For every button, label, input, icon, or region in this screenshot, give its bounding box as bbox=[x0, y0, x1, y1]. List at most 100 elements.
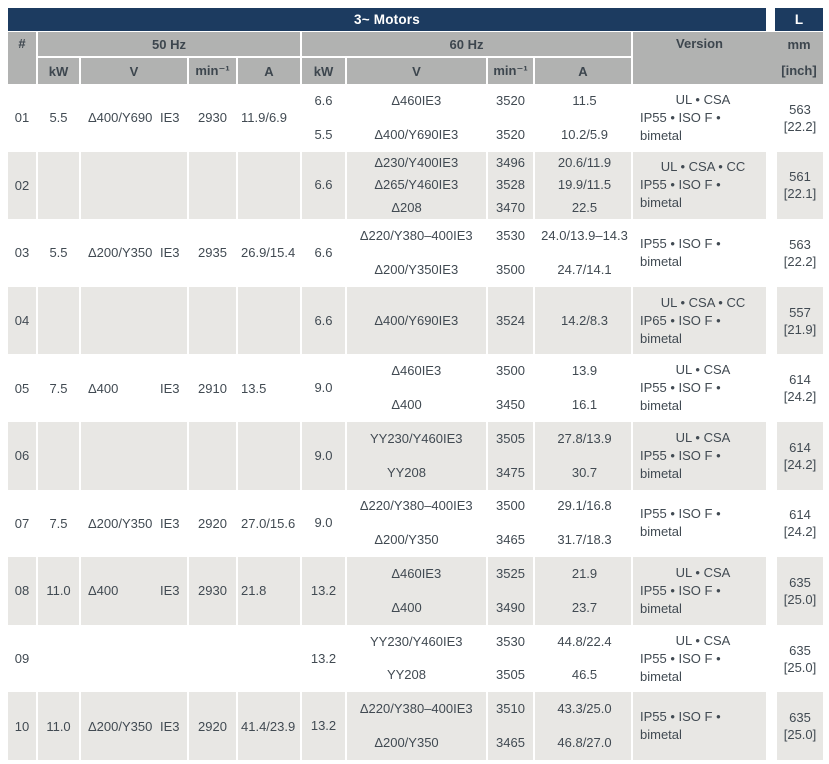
row-gap bbox=[766, 557, 775, 625]
voltage-value-60hz: Δ208 bbox=[391, 199, 422, 215]
row-number: 05 bbox=[8, 354, 36, 422]
version-cell: UL • CSA IP55 • ISO F • bimetal bbox=[631, 624, 766, 693]
voltage-60hz: Δ220/Y380–400 IE3 Δ200/Y350 IE3 bbox=[345, 219, 486, 287]
version-line: IP55 • ISO F • bimetal bbox=[640, 109, 721, 143]
amps-60hz: 21.9 23.7 bbox=[533, 557, 631, 625]
unit-mm-label: mm bbox=[787, 37, 811, 52]
version-line: IP55 • ISO F • bimetal bbox=[640, 235, 721, 269]
row-gap bbox=[766, 84, 775, 152]
version-line: UL • CSA bbox=[675, 429, 731, 445]
col-header-rpm-60hz: min⁻¹ bbox=[486, 58, 533, 84]
amps-value-60hz: 13.9 bbox=[571, 363, 598, 379]
voltage-value-60hz: Δ200/Y350 bbox=[374, 532, 439, 548]
title-gap bbox=[766, 8, 775, 31]
kw-60hz: 13.2 bbox=[300, 557, 345, 625]
length-mm: 557 bbox=[789, 304, 811, 320]
length-inch: [22.2] bbox=[783, 118, 817, 134]
voltage-60hz: Δ460 IE3 Δ400/Y690 IE3 bbox=[345, 84, 486, 152]
rpm-value-60hz: 3465 bbox=[496, 735, 525, 751]
kw-50hz: 11.0 bbox=[36, 557, 79, 625]
ie-class-60hz: IE3 bbox=[438, 312, 459, 328]
voltage-line-60hz: Δ220/Y380–400 IE3 bbox=[360, 228, 480, 244]
row-number: 09 bbox=[8, 624, 36, 693]
rpm-value-60hz: 3505 bbox=[496, 667, 525, 683]
voltage-value-60hz: Δ220/Y380–400 bbox=[359, 228, 454, 244]
length-mm: 563 bbox=[789, 236, 811, 252]
length-inch: [24.2] bbox=[783, 524, 817, 540]
rpm-value-60hz: 3510 bbox=[496, 701, 525, 717]
table-row: 10 11.0 Δ200/Y350 IE3 2920 41.4/23.9 13.2 Δ220/… bbox=[8, 692, 823, 760]
voltage-value-60hz: Δ265/Y460 bbox=[374, 177, 439, 193]
row-number: 01 bbox=[8, 84, 36, 152]
voltage-50hz bbox=[79, 286, 187, 355]
amps-50hz: 27.0/15.6 bbox=[236, 489, 300, 558]
row-number: 06 bbox=[8, 421, 36, 490]
voltage-value-50hz: Δ400 bbox=[88, 380, 119, 396]
amps-50hz: 41.4/23.9 bbox=[236, 692, 300, 760]
rpm-50hz: 2920 bbox=[187, 489, 236, 558]
subheader-gap bbox=[766, 32, 775, 84]
amps-50hz bbox=[236, 151, 300, 220]
kw-value-60hz: 6.6 bbox=[314, 92, 333, 108]
version-cell: IP55 • ISO F • bimetal bbox=[631, 219, 766, 287]
voltage-50hz: Δ400 IE3 bbox=[79, 557, 187, 625]
rpm-50hz bbox=[187, 421, 236, 490]
length-inch: [22.1] bbox=[783, 186, 817, 202]
table-row: 05 7.5 Δ400 IE3 2910 13.5 9.0 Δ460 IE3 Δ400 3500 34… bbox=[8, 354, 823, 422]
rpm-50hz: 2920 bbox=[187, 692, 236, 760]
rpm-value-60hz: 3530 bbox=[496, 228, 525, 244]
table-column-headers: # 50 Hz 60 Hz Version mm [inch] kW V min… bbox=[8, 32, 823, 84]
version-cell: UL • CSA IP55 • ISO F • bimetal bbox=[631, 354, 766, 422]
rpm-value-60hz: 3470 bbox=[496, 199, 525, 215]
row-gap bbox=[766, 286, 775, 355]
length-cell: 557 [21.9] bbox=[775, 286, 823, 355]
ie-class-60hz: IE3 bbox=[438, 126, 459, 142]
voltage-value-50hz: Δ400/Y690 bbox=[88, 110, 153, 126]
ie-class-60hz: IE3 bbox=[453, 228, 473, 244]
voltage-value-60hz: Δ230/Y400 bbox=[374, 154, 439, 170]
length-inch: [22.2] bbox=[783, 253, 817, 269]
ie-class-60hz: IE3 bbox=[421, 566, 442, 582]
version-line: IP55 • ISO F • bimetal bbox=[640, 447, 721, 481]
voltage-line-60hz: Δ220/Y380–400 IE3 bbox=[360, 701, 480, 717]
rpm-60hz: 3520 3520 bbox=[486, 84, 533, 152]
rpm-60hz: 3505 3475 bbox=[486, 421, 533, 490]
voltage-line-60hz: YY230/Y460 IE3 bbox=[370, 431, 470, 447]
row-gap bbox=[766, 354, 775, 422]
ie-class-50hz: IE3 bbox=[160, 110, 180, 126]
ie-class-60hz: IE3 bbox=[438, 261, 459, 277]
voltage-value-60hz: Δ220/Y380–400 bbox=[359, 498, 454, 514]
ie-class-60hz: IE3 bbox=[443, 633, 463, 649]
kw-value-60hz: 13.2 bbox=[310, 650, 337, 666]
voltage-50hz: Δ200/Y350 IE3 bbox=[79, 692, 187, 760]
length-cell: 614 [24.2] bbox=[775, 489, 823, 558]
ie-class-50hz: IE3 bbox=[160, 515, 180, 531]
kw-value-60hz: 9.0 bbox=[314, 447, 333, 463]
kw-60hz: 9.0 bbox=[300, 489, 345, 558]
voltage-line-60hz: Δ220/Y380–400 IE3 bbox=[360, 498, 480, 514]
version-cell: IP55 • ISO F • bimetal bbox=[631, 692, 766, 760]
amps-value-60hz: 31.7/18.3 bbox=[557, 532, 612, 548]
rpm-value-60hz: 3500 bbox=[496, 363, 525, 379]
version-cell: UL • CSA IP55 • ISO F • bimetal bbox=[631, 421, 766, 490]
rpm-60hz: 3525 3490 bbox=[486, 557, 533, 625]
voltage-value-60hz: Δ200/Y350 bbox=[374, 261, 439, 277]
amps-value-60hz: 46.5 bbox=[571, 667, 598, 683]
version-cell: IP55 • ISO F • bimetal bbox=[631, 489, 766, 558]
kw-value-60hz: 9.0 bbox=[314, 380, 333, 396]
voltage-line-60hz: Δ400/Y690 IE3 bbox=[374, 313, 465, 329]
length-cell: 635 [25.0] bbox=[775, 692, 823, 760]
col-group-50hz: 50 Hz bbox=[36, 32, 300, 58]
ie-class-50hz: IE3 bbox=[160, 718, 180, 734]
length-inch: [25.0] bbox=[783, 659, 817, 675]
voltage-line-60hz: Δ460 IE3 bbox=[391, 93, 448, 109]
rpm-value-60hz: 3528 bbox=[496, 177, 525, 193]
amps-60hz: 27.8/13.9 30.7 bbox=[533, 421, 631, 490]
version-line: UL • CSA bbox=[675, 91, 731, 107]
length-mm: 635 bbox=[789, 710, 811, 726]
voltage-value-60hz: Δ200/Y350 bbox=[374, 735, 439, 751]
rpm-60hz: 3510 3465 bbox=[486, 692, 533, 760]
table-row: 02 6.6 Δ230/Y400 IE3 Δ265/Y460 IE3 Δ208 3496 352… bbox=[8, 151, 823, 220]
rpm-60hz: 3496 3528 3470 bbox=[486, 151, 533, 220]
length-cell: 635 [25.0] bbox=[775, 557, 823, 625]
